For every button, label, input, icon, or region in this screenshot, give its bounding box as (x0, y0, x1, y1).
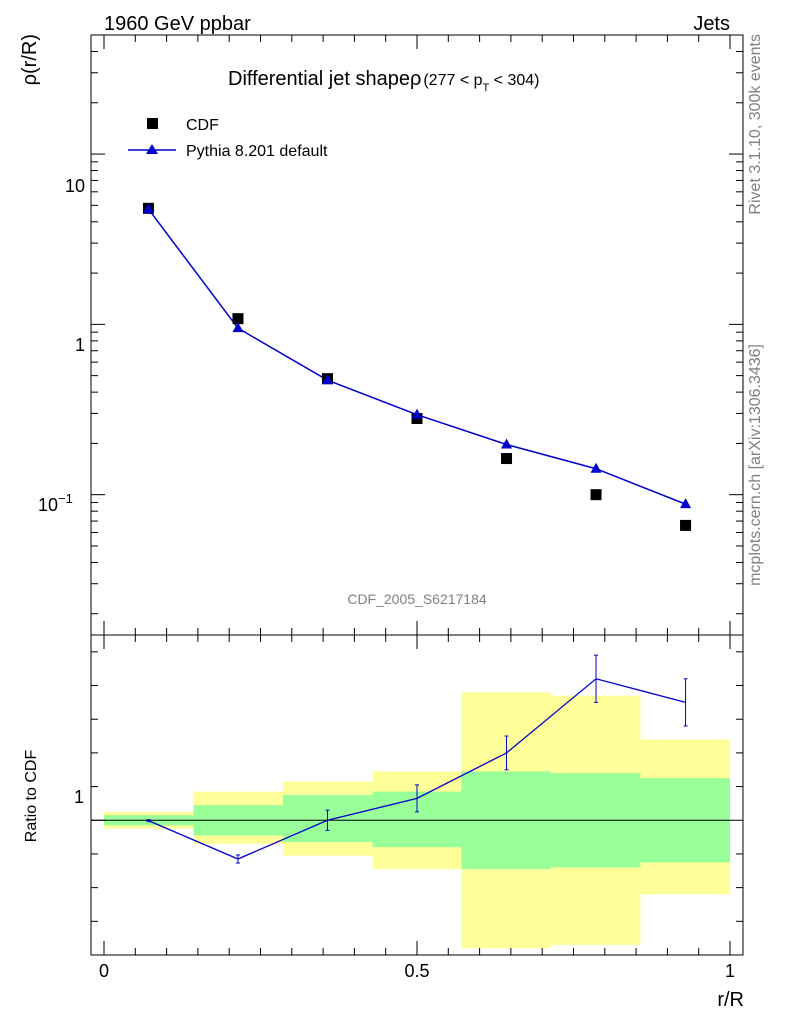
main-plot-marks (142, 202, 692, 531)
legend-pythia-marker (146, 144, 158, 154)
pythia-data-point (411, 408, 423, 419)
main-y-tick-label-0-1-exp: −1 (58, 491, 73, 506)
main-y-tick-label-0-1-base: 10 (38, 495, 58, 515)
pythia-data-point (590, 462, 602, 473)
main-y-axis-label: ρ(r/R) (19, 34, 41, 85)
header-right: Jets (693, 13, 730, 35)
main-y-tick-label-0-1: 10−1 (38, 491, 73, 515)
legend-cdf-label: CDF (186, 117, 219, 134)
main-title-range: (277 < p (423, 72, 482, 89)
main-title: Differential jet shapeρ (277 < pT < 304) (228, 68, 540, 94)
ratio-plot-marks (146, 654, 688, 864)
pythia-data-point (321, 374, 333, 385)
legend-cdf-marker (147, 118, 158, 129)
side-label-rivet: Rivet 3.1.10, 300k events (747, 34, 764, 215)
main-title-subscript: T (483, 82, 490, 94)
main-title-text: Differential jet shapeρ (228, 68, 421, 90)
legend-pythia-label: Pythia 8.201 default (186, 143, 328, 160)
header-left: 1960 GeV ppbar (104, 13, 251, 35)
pythia-main-line (147, 208, 686, 505)
pythia-data-point (501, 438, 513, 449)
side-label-mcplots: mcplots.cern.ch [arXiv:1306.3436] (747, 344, 764, 586)
cdf-data-point (501, 453, 513, 465)
pythia-data-point (680, 498, 692, 509)
axis-ticks (91, 34, 743, 955)
analysis-watermark: CDF_2005_S6217184 (347, 591, 487, 607)
ratio-y-axis-label: Ratio to CDF (23, 750, 40, 843)
x-tick-label-0-5: 0.5 (404, 961, 429, 981)
x-axis-label: r/R (717, 989, 744, 1011)
cdf-data-point (590, 489, 602, 501)
main-title-range-end: < 304) (489, 72, 539, 89)
pythia-data-point (232, 322, 244, 333)
x-tick-label-0: 0 (99, 961, 109, 981)
main-y-tick-label-10: 10 (65, 176, 85, 196)
x-tick-label-1: 1 (725, 961, 735, 981)
cdf-data-point (680, 519, 692, 531)
pythia-data-point (142, 203, 154, 214)
ratio-y-tick-label-1: 1 (74, 787, 84, 807)
cdf-data-point (232, 313, 244, 325)
main-y-tick-label-1: 1 (75, 335, 85, 355)
